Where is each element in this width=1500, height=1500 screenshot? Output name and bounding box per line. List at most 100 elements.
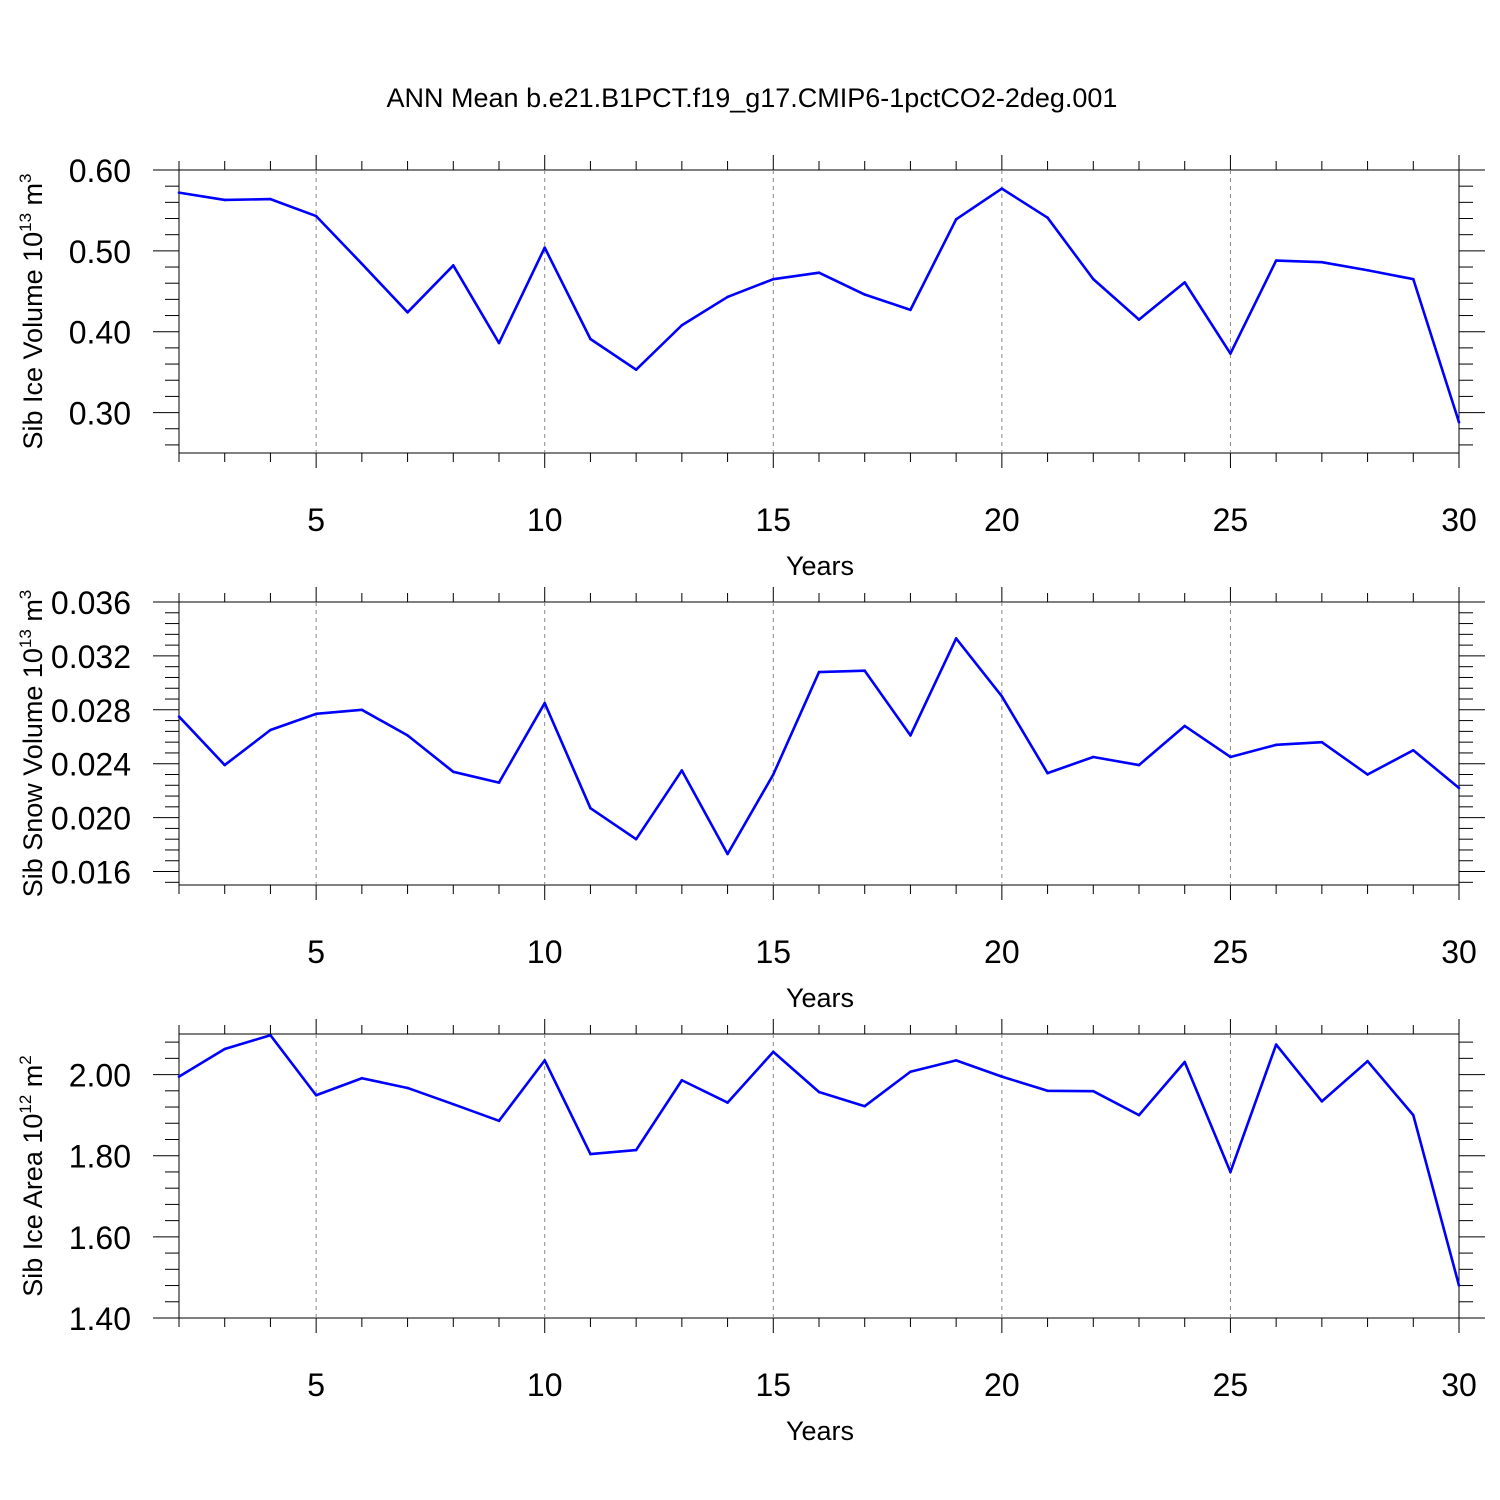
y-axis-title-exp: 12 [16, 1095, 35, 1114]
y-axis-title: Sib Ice Area 1012 m2 [16, 1055, 48, 1297]
data-point [1183, 281, 1187, 284]
data-point [1457, 786, 1461, 790]
y-tick-label: 2.00 [69, 1058, 131, 1094]
y-tick-label: 0.028 [51, 693, 131, 729]
data-point [1366, 773, 1369, 776]
data-point [589, 806, 592, 810]
data-point [726, 852, 729, 856]
y-axis-title-unit-exp: 3 [16, 173, 35, 182]
y-tick-label: 0.020 [51, 801, 131, 837]
data-point [1229, 352, 1232, 355]
data-point [1137, 763, 1141, 767]
panel-1: 5 10 15 20 25 30 Years 0.30 0.40 0.50 0.60 Sib Ice … [16, 153, 1485, 581]
data-point [451, 1102, 455, 1106]
x-tick-label: 10 [527, 1367, 563, 1403]
x-tick-label: 30 [1441, 1367, 1477, 1403]
data-point [451, 264, 455, 267]
data-point [223, 198, 227, 202]
y-tick-label: 1.60 [69, 1220, 131, 1256]
data-point [543, 246, 547, 249]
data-point [680, 323, 684, 327]
data-point [1457, 1284, 1461, 1287]
data-point [726, 295, 729, 299]
x-tick-label: 10 [527, 502, 563, 538]
data-point [177, 191, 181, 194]
x-tick-label: 15 [755, 1367, 791, 1403]
data-point [954, 637, 958, 640]
data-point [1411, 748, 1415, 752]
data-point [406, 311, 409, 314]
y-tick-label: 0.60 [69, 153, 131, 189]
data-point [817, 271, 821, 274]
data-point [771, 773, 775, 776]
data-point [497, 341, 501, 345]
data-point [1320, 260, 1324, 264]
data-point [177, 715, 181, 718]
data-point [1091, 1089, 1095, 1093]
data-point [1274, 1043, 1278, 1046]
x-tick-label: 5 [307, 1367, 325, 1403]
x-tick-label: 30 [1441, 934, 1477, 970]
x-tick-label: 15 [755, 934, 791, 970]
y-axis-title-unit-exp: 2 [16, 1055, 35, 1064]
data-point [269, 1033, 272, 1037]
y-axis-title-text: Sib Ice Area 10 [18, 1114, 48, 1297]
data-point [1091, 755, 1095, 759]
data-point [406, 734, 409, 737]
data-point [406, 1086, 409, 1090]
data-point [1411, 277, 1415, 281]
y-axis-title-text: Sib Ice Volume 10 [18, 232, 48, 450]
data-point [177, 1075, 181, 1078]
x-tick-label: 20 [984, 502, 1020, 538]
data-point [634, 368, 638, 372]
data-point [726, 1101, 729, 1104]
data-point [1046, 216, 1049, 220]
data-point [1046, 771, 1049, 775]
data-point [863, 669, 867, 673]
data-point [680, 769, 684, 772]
data-point [1411, 1113, 1415, 1117]
data-point [817, 670, 821, 674]
panel-2: 5 10 15 20 25 30 Years 0.016 0.020 0.024 0.028 0.03… [16, 585, 1485, 1013]
panel-3: 5 10 15 20 25 30 Years 1.40 1.60 1.80 2.00 Sib Ice … [16, 1019, 1485, 1446]
data-point [634, 1148, 638, 1152]
data-point [954, 218, 958, 221]
data-point [1000, 1075, 1004, 1078]
y-tick-label: 1.80 [69, 1139, 131, 1175]
x-tick-label: 5 [307, 934, 325, 970]
data-point [360, 1076, 364, 1080]
data-point [909, 308, 912, 312]
y-axis-title-unit-exp: 3 [16, 590, 35, 599]
data-point [1000, 695, 1004, 698]
x-axis-title: Years [786, 983, 854, 1013]
x-tick-label: 20 [984, 934, 1020, 970]
data-point [1091, 277, 1095, 281]
y-tick-label: 0.036 [51, 585, 131, 621]
data-point [1320, 1100, 1324, 1103]
data-point [497, 1119, 501, 1123]
data-point [360, 708, 364, 712]
y-axis-title-exp: 13 [16, 213, 35, 232]
y-axis-title: Sib Ice Volume 1013 m3 [16, 173, 48, 449]
data-point [223, 763, 227, 767]
data-point [680, 1078, 684, 1082]
y-tick-label: 0.024 [51, 747, 131, 783]
figure-title: ANN Mean b.e21.B1PCT.f19_g17.CMIP6-1pctC… [387, 83, 1118, 113]
x-tick-label: 10 [527, 934, 563, 970]
y-tick-label: 0.30 [69, 396, 131, 432]
y-axis-title: Sib Snow Volume 1013 m3 [16, 590, 48, 898]
data-point [1229, 755, 1232, 759]
data-point [863, 293, 867, 296]
x-axis-title: Years [786, 1416, 854, 1446]
data-point [1320, 740, 1324, 744]
data-point [634, 837, 638, 841]
data-point [1274, 259, 1278, 262]
series-line [178, 187, 1461, 423]
data-point [269, 197, 272, 201]
data-point [1274, 743, 1278, 747]
data-point [1046, 1089, 1049, 1093]
data-point [1137, 1113, 1141, 1117]
y-axis-title-exp: 13 [16, 629, 35, 648]
data-point [863, 1104, 867, 1108]
